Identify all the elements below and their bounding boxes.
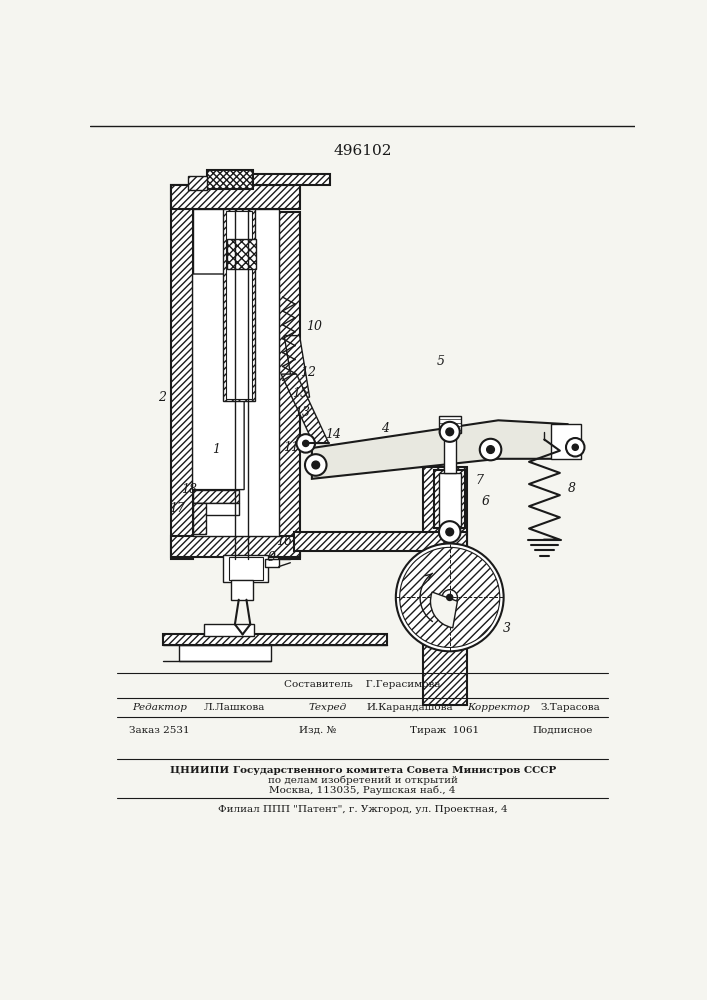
Polygon shape: [192, 274, 244, 490]
Bar: [171, 185, 192, 559]
Bar: [163, 634, 387, 645]
Text: Изд. №: Изд. №: [298, 726, 336, 735]
Circle shape: [486, 446, 494, 453]
Bar: [434, 470, 465, 528]
Polygon shape: [312, 420, 568, 479]
Text: 14: 14: [325, 428, 341, 441]
Text: Редактор: Редактор: [132, 703, 187, 712]
Bar: [294, 532, 467, 551]
Circle shape: [572, 444, 578, 450]
Circle shape: [396, 544, 503, 651]
Text: 10: 10: [305, 320, 322, 333]
Circle shape: [296, 434, 315, 453]
Text: 18: 18: [181, 483, 197, 496]
Text: Москва, 113035, Раушская наб., 4: Москва, 113035, Раушская наб., 4: [269, 786, 456, 795]
Text: Техред: Техред: [308, 703, 346, 712]
Bar: [188, 176, 207, 190]
Bar: [179, 645, 271, 661]
Bar: [207, 170, 253, 189]
Circle shape: [305, 454, 327, 476]
Circle shape: [303, 440, 309, 446]
Text: 7: 7: [475, 474, 483, 487]
Text: Тираж  1061: Тираж 1061: [410, 726, 479, 735]
Bar: [423, 644, 467, 705]
Text: 2: 2: [158, 391, 166, 404]
Circle shape: [447, 594, 452, 600]
Circle shape: [480, 439, 501, 460]
Circle shape: [440, 422, 460, 442]
Text: Заказ 2531: Заказ 2531: [129, 726, 189, 735]
Wedge shape: [431, 592, 457, 628]
Circle shape: [439, 521, 460, 543]
Text: 11: 11: [283, 441, 298, 454]
Text: 12: 12: [300, 366, 316, 379]
Text: 8: 8: [568, 482, 575, 495]
Polygon shape: [284, 336, 310, 397]
Circle shape: [566, 438, 585, 456]
Text: 15: 15: [292, 387, 308, 400]
Text: И.Карандашова: И.Карандашова: [366, 703, 453, 712]
Text: Подписное: Подписное: [533, 726, 593, 735]
Bar: [551, 424, 581, 459]
Text: 16: 16: [276, 535, 293, 548]
Bar: [423, 466, 467, 644]
Circle shape: [446, 428, 454, 436]
Text: 9: 9: [267, 551, 275, 564]
Text: 1: 1: [213, 443, 221, 456]
Text: по делам изобретений и открытий: по делам изобретений и открытий: [268, 776, 457, 785]
Bar: [279, 212, 300, 559]
Text: Филиал ППП "Патент", г. Ужгород, ул. Проектная, 4: Филиал ППП "Патент", г. Ужгород, ул. Про…: [218, 805, 508, 814]
Text: З.Тарасова: З.Тарасова: [541, 703, 600, 712]
Bar: [192, 503, 206, 534]
Text: Составитель    Г.Герасимова: Составитель Г.Герасимова: [284, 680, 441, 689]
Bar: [443, 434, 456, 473]
Bar: [223, 209, 255, 401]
Bar: [192, 209, 279, 536]
Text: 3: 3: [503, 622, 511, 635]
Bar: [439, 416, 460, 433]
Text: Л.Лашкова: Л.Лашкова: [204, 703, 266, 712]
Bar: [253, 174, 330, 185]
Bar: [439, 473, 460, 526]
Text: ЦНИИПИ Государственного комитета Совета Министров СССР: ЦНИИПИ Государственного комитета Совета …: [170, 766, 556, 775]
Bar: [265, 559, 279, 567]
Bar: [229, 557, 262, 580]
Bar: [227, 239, 257, 269]
Text: 13: 13: [294, 406, 310, 419]
Text: 17: 17: [169, 502, 185, 515]
Bar: [192, 490, 239, 503]
Circle shape: [446, 528, 454, 536]
Bar: [171, 536, 300, 557]
Circle shape: [442, 590, 457, 605]
Circle shape: [312, 461, 320, 469]
Bar: [231, 580, 252, 600]
Polygon shape: [281, 374, 329, 443]
Text: 6: 6: [481, 495, 489, 508]
Bar: [192, 503, 239, 515]
Text: Корректор: Корректор: [467, 703, 530, 712]
Text: 5: 5: [437, 355, 445, 368]
Text: 496102: 496102: [334, 144, 392, 158]
Bar: [223, 555, 268, 582]
Bar: [171, 185, 300, 209]
Bar: [226, 211, 252, 399]
Text: 4: 4: [381, 422, 389, 434]
Bar: [204, 624, 254, 636]
Circle shape: [399, 547, 500, 647]
